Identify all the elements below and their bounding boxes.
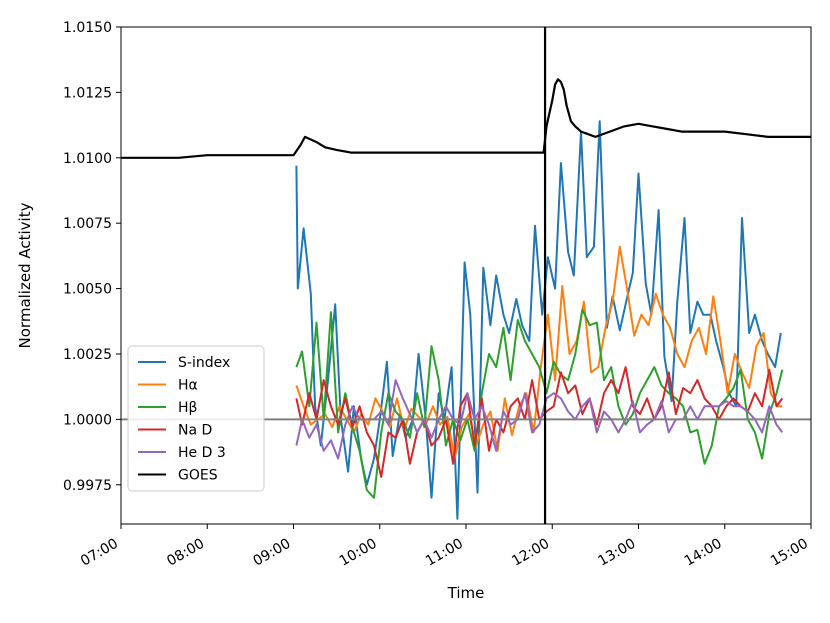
x-tick-label: 09:00	[251, 536, 294, 570]
series-line-h-	[295, 245, 783, 460]
legend-box	[127, 345, 265, 492]
x-axis: 07:00 08:00 09:00 10:00 11:00 12:00 13:00 14:00…	[78, 524, 812, 570]
x-axis-label: Time	[447, 584, 485, 602]
x-tick-label: 11:00	[423, 536, 466, 570]
legend-label: Hα	[178, 378, 198, 394]
legend-label: S-index	[178, 355, 230, 371]
y-tick-label: 1.0075	[63, 216, 112, 232]
y-tick-label: 1.0000	[63, 412, 112, 428]
y-axis: 0.9975 1.0000 1.0025 1.0050 1.0075 1.0100 1.01…	[63, 20, 121, 494]
x-tick-label: 13:00	[596, 536, 639, 570]
legend-label: Hβ	[178, 400, 197, 416]
y-tick-label: 1.0150	[63, 20, 112, 36]
y-tick-label: 1.0125	[63, 85, 112, 101]
series-line-goes	[121, 78, 811, 159]
y-tick-label: 1.0025	[63, 347, 112, 363]
x-tick-label: 12:00	[509, 536, 552, 570]
x-tick-label: 08:00	[164, 536, 207, 570]
x-tick-label: 10:00	[337, 536, 380, 570]
series-line-he-d-3	[295, 379, 784, 460]
series-layer	[121, 78, 811, 520]
series-line-h-	[295, 308, 784, 499]
legend-label: GOES	[178, 468, 218, 484]
y-tick-label: 1.0050	[63, 282, 112, 298]
legend-label: Na D	[178, 423, 212, 439]
x-tick-label: 07:00	[78, 536, 121, 570]
y-axis-label: Normalized Activity	[16, 202, 34, 348]
x-tick-label: 14:00	[682, 536, 725, 570]
y-tick-label: 1.0100	[63, 151, 112, 167]
legend: S-index Hα Hβ Na D He D 3 GOES	[127, 345, 265, 492]
legend-label: He D 3	[178, 445, 226, 461]
series-line-s-index	[295, 120, 782, 520]
x-tick-label: 15:00	[768, 536, 811, 570]
y-tick-label: 0.9975	[63, 478, 112, 494]
